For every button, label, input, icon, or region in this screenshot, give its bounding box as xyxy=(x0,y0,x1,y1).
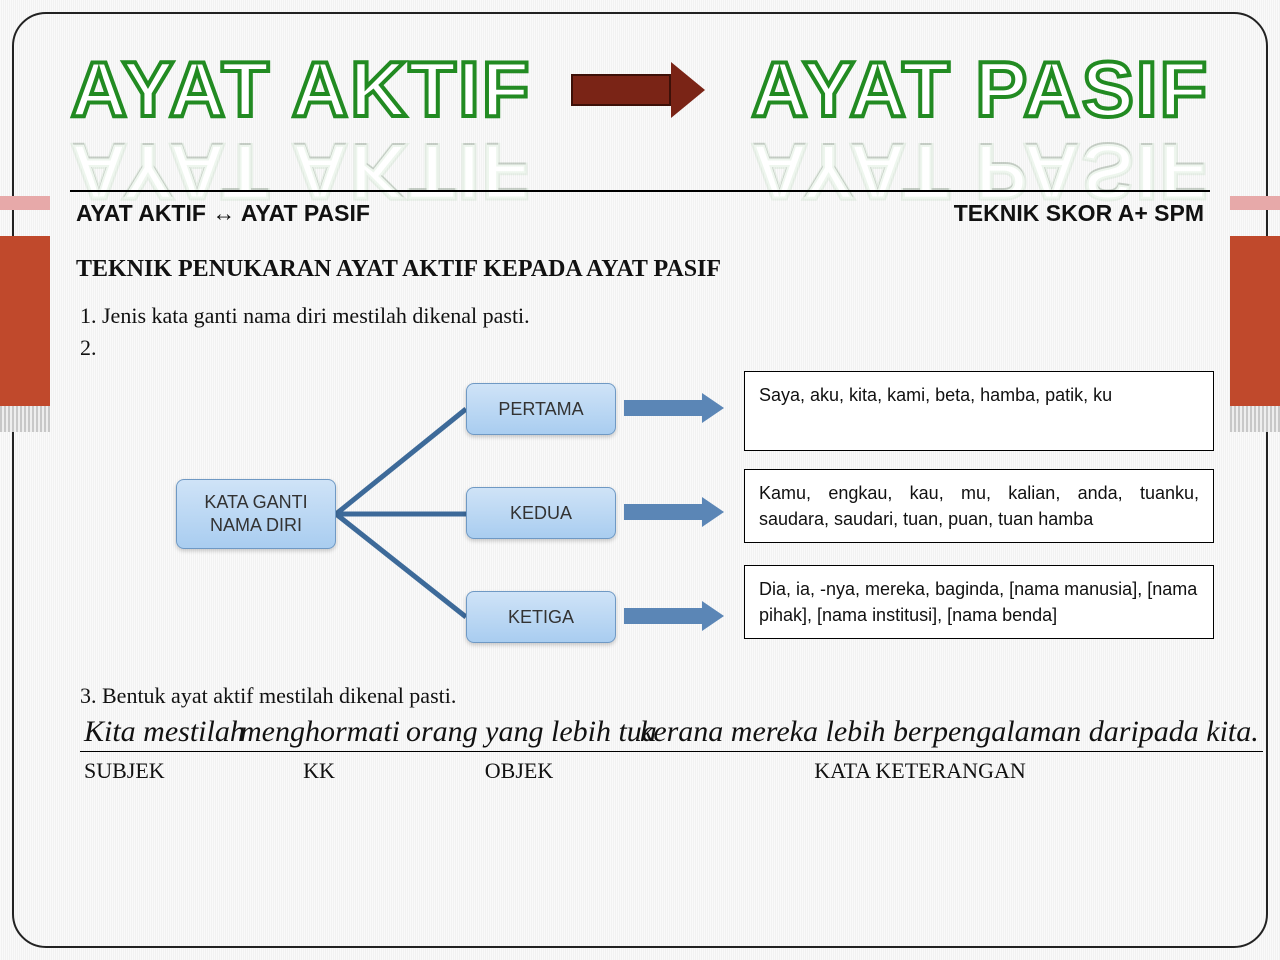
subheader-left: AYAT AKTIF ↔ AYAT PASIF xyxy=(76,200,370,227)
title-left: AYAT AKTIF xyxy=(71,44,532,135)
sentence-part-2: menghormati xyxy=(236,715,402,752)
content-area: TEKNIK PENUKARAN AYAT AKTIF KEPADA AYAT … xyxy=(76,256,1204,784)
diagram-child-2: KEDUA xyxy=(466,487,616,539)
point-3: 3. Bentuk ayat aktif mestilah dikenal pa… xyxy=(80,683,1204,709)
title-right: AYAT PASIF xyxy=(751,44,1209,135)
sentence-part-3: orang yang lebih tua xyxy=(402,715,636,752)
diagram-child-1: PERTAMA xyxy=(466,383,616,435)
arrow-icon xyxy=(571,68,711,112)
accent-left xyxy=(0,236,50,406)
diagram-root: KATA GANTI NAMA DIRI xyxy=(176,479,336,549)
accent-grey-left xyxy=(0,406,50,432)
sentence-row: Kita mestilah menghormati orang yang leb… xyxy=(80,715,1204,752)
description-3: Dia, ia, -nya, mereka, baginda, [nama ma… xyxy=(744,565,1214,639)
label-2: KK xyxy=(236,758,402,784)
branch-lines xyxy=(334,369,468,659)
sentence-part-1: Kita mestilah xyxy=(80,715,236,752)
title-row: AYAT AKTIF AYAT PASIF xyxy=(26,26,1254,135)
accent-right xyxy=(1230,236,1280,406)
slide-content: AYAT AKTIF AYAT PASIF AYAT AKTIF ↔ AYAT … xyxy=(26,26,1254,934)
description-1: Saya, aku, kita, kami, beta, hamba, pati… xyxy=(744,371,1214,451)
label-3: OBJEK xyxy=(402,758,636,784)
point-2: 2. xyxy=(80,335,1204,361)
point-1: 1. Jenis kata ganti nama diri mestilah d… xyxy=(80,303,1204,329)
subheader-right: TEKNIK SKOR A+ SPM xyxy=(954,200,1204,227)
section-title: TEKNIK PENUKARAN AYAT AKTIF KEPADA AYAT … xyxy=(76,256,1204,283)
accent-grey-right xyxy=(1230,406,1280,432)
label-4: KATA KETERANGAN xyxy=(636,758,1204,784)
label-1: SUBJEK xyxy=(80,758,236,784)
description-2: Kamu, engkau, kau, mu, kalian, anda, tua… xyxy=(744,469,1214,543)
label-row: SUBJEK KK OBJEK KATA KETERANGAN xyxy=(80,758,1204,784)
diagram: KATA GANTI NAMA DIRI PERTAMA KEDUA KETIG… xyxy=(176,369,1204,659)
sentence-part-4: kerana mereka lebih berpengalaman daripa… xyxy=(636,715,1263,752)
sentence-block: 3. Bentuk ayat aktif mestilah dikenal pa… xyxy=(76,683,1204,784)
subheader-strip: AYAT AKTIF ↔ AYAT PASIF TEKNIK SKOR A+ S… xyxy=(26,196,1254,222)
diagram-child-3: KETIGA xyxy=(466,591,616,643)
